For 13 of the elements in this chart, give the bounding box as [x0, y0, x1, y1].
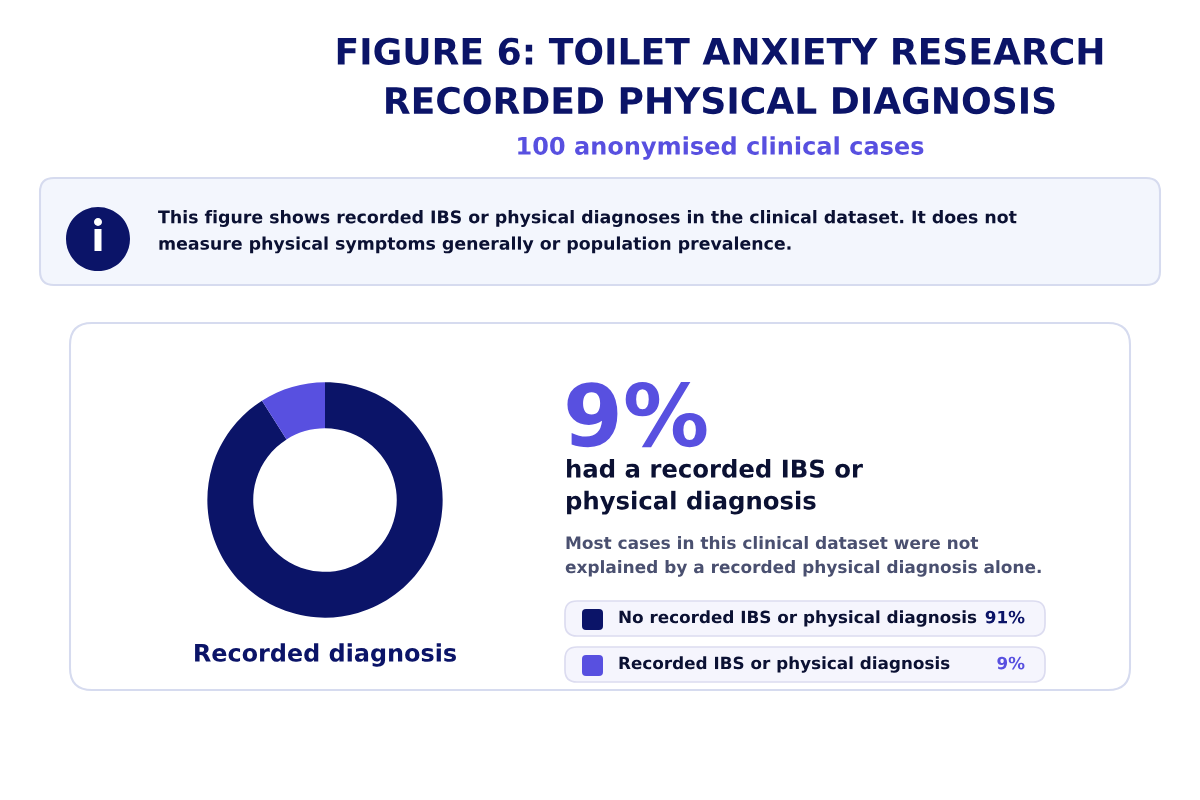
text: 9%: [567, 382, 707, 448]
chart-subtitle: 100 anonymised clinical cases: [518, 136, 924, 160]
legend-label: Recorded IBS or physical diagnosis: [619, 656, 950, 673]
legend-label: No recorded IBS or physical diagnosis: [619, 610, 977, 627]
text: This figure shows recorded IBS or physical diagnoses in the clinical dataset. It does not measure physical symptoms generally or population prevalence.: [158, 210, 1017, 254]
data-label: 9%: [997, 656, 1025, 670]
data-label: 91%: [985, 610, 1025, 624]
text: Recorded diagnosis: [195, 643, 456, 667]
chart-title: FIGURE 6: TOILET ANXIETY RESEARCH RECORDED PHYSICAL DIAGNOSIS: [337, 37, 1103, 115]
text: had a recorded IBS or physical diagnosis: [567, 459, 863, 515]
donut-slice: [207, 382, 443, 618]
text: Most cases in this clinical dataset were not explained by a recorded physical diagnosis alone.: [565, 536, 1041, 577]
donut-slice: [261, 382, 325, 440]
